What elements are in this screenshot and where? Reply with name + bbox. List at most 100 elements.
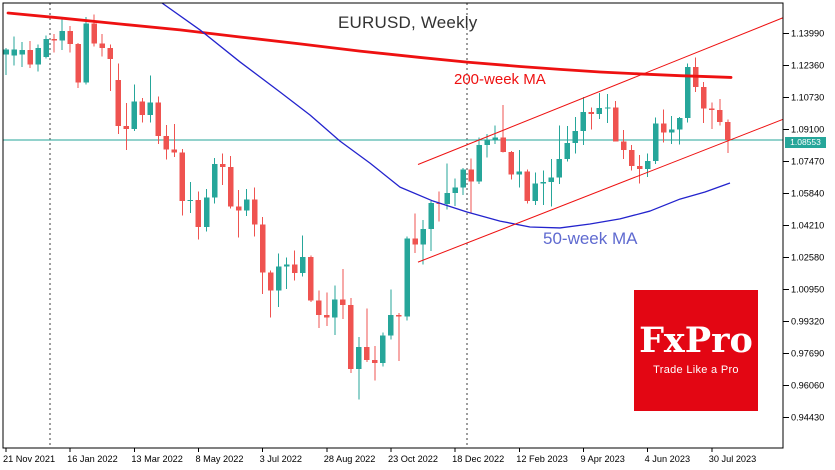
candle-body bbox=[43, 39, 49, 58]
candle-body bbox=[75, 44, 81, 83]
candle-body bbox=[725, 121, 731, 141]
candle-body bbox=[380, 335, 386, 363]
candle-body bbox=[364, 347, 370, 360]
candle-body bbox=[291, 264, 298, 273]
candle-body bbox=[267, 272, 274, 291]
price-axis-label[interactable]: 1.05840 bbox=[791, 189, 824, 199]
candle-body bbox=[227, 166, 234, 207]
candle-body bbox=[388, 314, 394, 336]
price-axis-label[interactable]: 1.13990 bbox=[791, 28, 824, 38]
time-axis-label[interactable]: 28 Aug 2022 bbox=[324, 454, 376, 464]
candle-body bbox=[636, 165, 643, 170]
candle-body bbox=[572, 131, 579, 143]
chart-title: EURUSD, Weekly bbox=[338, 13, 478, 32]
ma50-line bbox=[161, 2, 731, 229]
time-axis-label[interactable]: 21 Nov 2021 bbox=[3, 454, 55, 464]
fxpro-tagline-text: Trade Like a Pro bbox=[653, 364, 739, 376]
candle-body bbox=[155, 102, 162, 137]
time-axis-label[interactable]: 16 Jan 2022 bbox=[67, 454, 118, 464]
candle-body bbox=[668, 129, 675, 133]
candle-body bbox=[717, 109, 723, 122]
candle-body bbox=[596, 107, 603, 115]
candle-body bbox=[163, 136, 170, 150]
price-axis-label[interactable]: 1.09100 bbox=[791, 125, 824, 135]
fxpro-brand-text: FxPro bbox=[639, 320, 753, 361]
candle-body bbox=[99, 43, 105, 48]
time-axis-label[interactable]: 18 Dec 2022 bbox=[452, 454, 504, 464]
time-axis-label[interactable]: 4 Jun 2023 bbox=[645, 454, 690, 464]
candle-body bbox=[452, 187, 458, 194]
time-axis-label[interactable]: 9 Apr 2023 bbox=[580, 454, 624, 464]
candle-body bbox=[179, 152, 186, 202]
candle-body bbox=[340, 299, 346, 305]
candle-body bbox=[700, 87, 707, 109]
time-axis-label[interactable]: 8 May 2022 bbox=[195, 454, 243, 464]
trend-channel-line[interactable] bbox=[417, 118, 784, 263]
candle-body bbox=[91, 23, 97, 44]
price-axis-label[interactable]: 0.99320 bbox=[791, 317, 824, 327]
candle-body bbox=[324, 314, 330, 318]
candle-body bbox=[131, 101, 138, 129]
candle-body bbox=[396, 314, 402, 317]
candle-body bbox=[588, 112, 595, 115]
candle-body bbox=[243, 199, 250, 211]
price-axis-label[interactable]: 0.94430 bbox=[791, 413, 824, 423]
time-axis-label[interactable]: 30 Jul 2023 bbox=[709, 454, 757, 464]
candle-body bbox=[420, 229, 426, 245]
candle-body bbox=[251, 199, 258, 225]
price-axis-label[interactable]: 1.00950 bbox=[791, 285, 824, 295]
candle-body bbox=[203, 197, 210, 228]
candle-body bbox=[83, 23, 89, 83]
candle-body bbox=[628, 149, 635, 166]
candle-body bbox=[275, 266, 282, 291]
ma50-annotation-label: 50-week MA bbox=[543, 229, 638, 248]
candle-body bbox=[283, 264, 290, 267]
candle-body bbox=[115, 80, 122, 127]
price-axis-label[interactable]: 1.02580 bbox=[791, 253, 824, 263]
candle-body bbox=[147, 102, 154, 116]
candle-body bbox=[612, 107, 619, 142]
candle-body bbox=[11, 49, 17, 56]
candle-body bbox=[139, 101, 146, 116]
candle-body bbox=[508, 152, 515, 175]
candle-body bbox=[27, 50, 33, 65]
price-axis-label[interactable]: 0.96060 bbox=[791, 381, 824, 391]
candle-body bbox=[348, 304, 354, 370]
candle-body bbox=[187, 199, 194, 202]
price-axis-label[interactable]: 1.10730 bbox=[791, 93, 824, 103]
candle-body bbox=[195, 199, 202, 228]
price-axis-label[interactable]: 1.04210 bbox=[791, 221, 824, 231]
candle-body bbox=[564, 142, 571, 159]
candle-body bbox=[412, 238, 418, 245]
candle-body bbox=[540, 181, 547, 184]
ma200-annotation-label: 200-week MA bbox=[454, 71, 546, 88]
candle-body bbox=[308, 257, 314, 301]
candle-body bbox=[123, 126, 130, 129]
candle-body bbox=[35, 47, 41, 65]
candle-body bbox=[644, 160, 651, 170]
candle-body bbox=[492, 137, 498, 141]
fxpro-logo: FxPro Trade Like a Pro bbox=[634, 290, 758, 411]
candle-body bbox=[532, 183, 539, 201]
candle-body bbox=[171, 149, 178, 153]
candle-body bbox=[404, 238, 410, 317]
candle-body bbox=[67, 30, 73, 45]
candle-body bbox=[211, 164, 218, 198]
current-price-badge: 1.08553 bbox=[785, 137, 826, 148]
time-axis-label[interactable]: 12 Feb 2023 bbox=[516, 454, 568, 464]
time-axis-label[interactable]: 23 Oct 2022 bbox=[388, 454, 438, 464]
candle-body bbox=[580, 112, 587, 132]
price-axis-label[interactable]: 1.12360 bbox=[791, 60, 824, 70]
candle-body bbox=[548, 177, 555, 182]
time-axis-label[interactable]: 3 Jul 2022 bbox=[260, 454, 302, 464]
price-axis-label[interactable]: 0.97690 bbox=[791, 349, 824, 359]
candle-body bbox=[316, 300, 322, 315]
candle-body bbox=[299, 257, 306, 273]
price-axis-label[interactable]: 1.07470 bbox=[791, 157, 824, 167]
candle-body bbox=[468, 169, 474, 182]
trend-channel-line[interactable] bbox=[417, 17, 784, 165]
time-axis-label[interactable]: 13 Mar 2022 bbox=[131, 454, 183, 464]
candle-body bbox=[372, 359, 378, 363]
